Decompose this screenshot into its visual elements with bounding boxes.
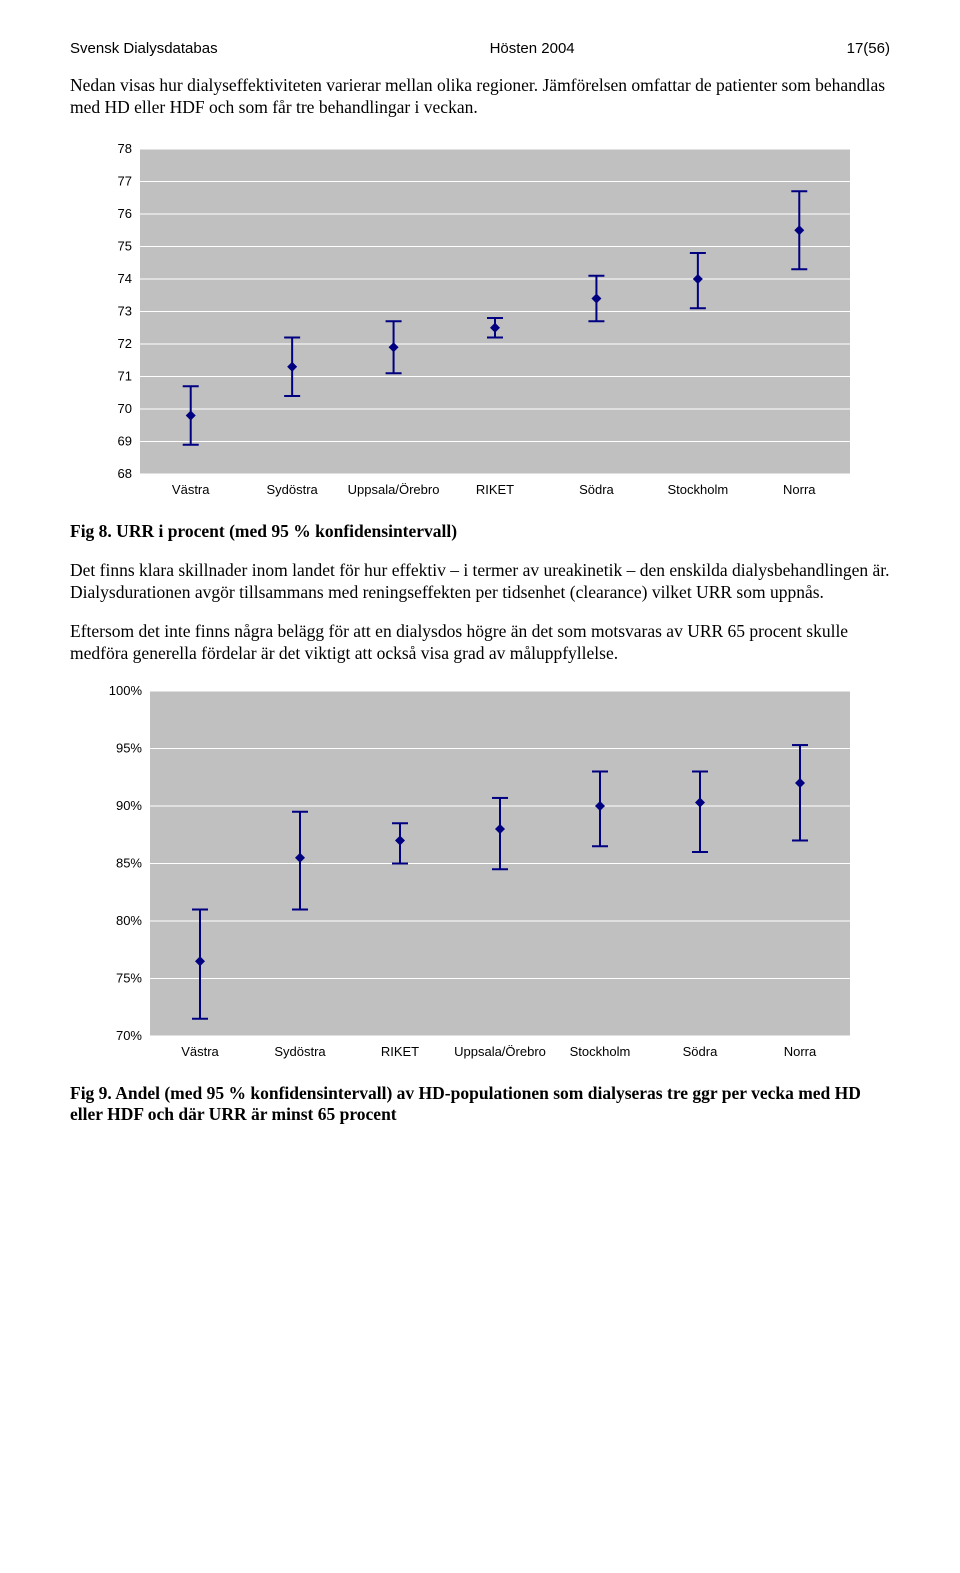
page-header: Svensk Dialysdatabas Hösten 2004 17(56) xyxy=(70,40,890,57)
svg-text:RIKET: RIKET xyxy=(381,1044,419,1059)
paragraph-2: Eftersom det inte finns några belägg för… xyxy=(70,621,890,665)
header-center: Hösten 2004 xyxy=(490,40,575,57)
svg-text:Stockholm: Stockholm xyxy=(570,1044,631,1059)
fig8-chart: 68 69 70 71 72 73 74 75 76 77 78 Västra Sydöstra Upps… xyxy=(70,139,890,509)
svg-text:RIKET: RIKET xyxy=(476,482,514,497)
svg-text:Västra: Västra xyxy=(172,482,210,497)
svg-text:Västra: Västra xyxy=(181,1044,219,1059)
header-left: Svensk Dialysdatabas xyxy=(70,40,218,57)
svg-text:95%: 95% xyxy=(116,740,142,755)
svg-text:90%: 90% xyxy=(116,798,142,813)
svg-text:75: 75 xyxy=(118,238,132,253)
svg-text:Sydöstra: Sydöstra xyxy=(274,1044,326,1059)
svg-text:Stockholm: Stockholm xyxy=(668,482,729,497)
svg-text:Sydöstra: Sydöstra xyxy=(266,482,318,497)
fig8-caption-label: Fig 8. URR i procent (med 95 % konfidens… xyxy=(70,521,457,541)
fig9-caption-label: Fig 9. Andel (med 95 % konfidensinterval… xyxy=(70,1083,861,1124)
svg-text:71: 71 xyxy=(118,368,132,383)
fig8-caption: Fig 8. URR i procent (med 95 % konfidens… xyxy=(70,521,890,542)
header-right: 17(56) xyxy=(847,40,890,57)
svg-text:70: 70 xyxy=(118,401,132,416)
svg-text:74: 74 xyxy=(118,271,132,286)
svg-text:72: 72 xyxy=(118,336,132,351)
fig9-chart: 70% 75% 80% 85% 90% 95% 100% Västra Sydöstra RIKE… xyxy=(70,681,890,1071)
svg-text:77: 77 xyxy=(118,173,132,188)
svg-text:Norra: Norra xyxy=(784,1044,817,1059)
svg-text:70%: 70% xyxy=(116,1028,142,1043)
svg-text:69: 69 xyxy=(118,433,132,448)
svg-text:68: 68 xyxy=(118,466,132,481)
paragraph-1: Det finns klara skillnader inom landet f… xyxy=(70,560,890,604)
svg-text:Uppsala/Örebro: Uppsala/Örebro xyxy=(348,482,440,497)
svg-text:Södra: Södra xyxy=(579,482,614,497)
fig9-caption: Fig 9. Andel (med 95 % konfidensinterval… xyxy=(70,1083,890,1125)
svg-text:73: 73 xyxy=(118,303,132,318)
svg-text:80%: 80% xyxy=(116,913,142,928)
svg-text:78: 78 xyxy=(118,141,132,156)
svg-text:85%: 85% xyxy=(116,855,142,870)
svg-text:Norra: Norra xyxy=(783,482,816,497)
svg-text:Uppsala/Örebro: Uppsala/Örebro xyxy=(454,1044,546,1059)
svg-text:75%: 75% xyxy=(116,970,142,985)
svg-text:Södra: Södra xyxy=(683,1044,718,1059)
svg-text:100%: 100% xyxy=(109,683,143,698)
svg-text:76: 76 xyxy=(118,206,132,221)
intro-paragraph: Nedan visas hur dialyseffektiviteten var… xyxy=(70,75,890,119)
